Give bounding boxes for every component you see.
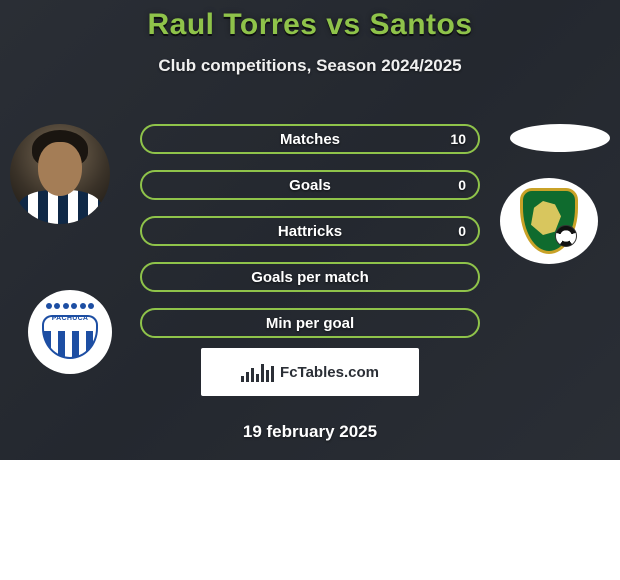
pachuca-logo: PACHUCA — [28, 290, 112, 374]
page-title: Raul Torres vs Santos — [0, 8, 620, 42]
stat-label: Matches — [280, 131, 340, 148]
stat-row-min-per-goal: Min per goal — [140, 308, 480, 338]
brand-text: FcTables.com — [280, 364, 379, 381]
bar-chart-icon — [241, 362, 274, 382]
stat-row-matches: Matches 10 — [140, 124, 480, 154]
pachuca-shield-icon: PACHUCA — [42, 301, 98, 363]
brand-box[interactable]: FcTables.com — [201, 348, 419, 396]
page-subtitle: Club competitions, Season 2024/2025 — [0, 56, 620, 76]
player-face — [38, 142, 82, 196]
stat-row-hattricks: Hattricks 0 — [140, 216, 480, 246]
stat-value-left: 0 — [458, 223, 466, 239]
opponent-pill — [510, 124, 610, 152]
pachuca-label: PACHUCA — [42, 315, 98, 322]
stat-value-left: 10 — [450, 131, 466, 147]
stat-label: Goals per match — [251, 269, 369, 286]
stat-label: Min per goal — [266, 315, 354, 332]
stats-list: Matches 10 Goals 0 Hattricks 0 Goals per… — [140, 124, 480, 354]
soccer-ball-icon — [555, 225, 577, 247]
stat-row-goals-per-match: Goals per match — [140, 262, 480, 292]
footer-date: 19 february 2025 — [0, 422, 620, 442]
stat-row-goals: Goals 0 — [140, 170, 480, 200]
stat-value-left: 0 — [458, 177, 466, 193]
leon-shield-icon — [520, 188, 578, 254]
stat-label: Goals — [289, 177, 331, 194]
comparison-card: Raul Torres vs Santos Club competitions,… — [0, 0, 620, 460]
player-photo — [10, 124, 110, 224]
leon-logo — [500, 178, 598, 264]
stat-label: Hattricks — [278, 223, 342, 240]
